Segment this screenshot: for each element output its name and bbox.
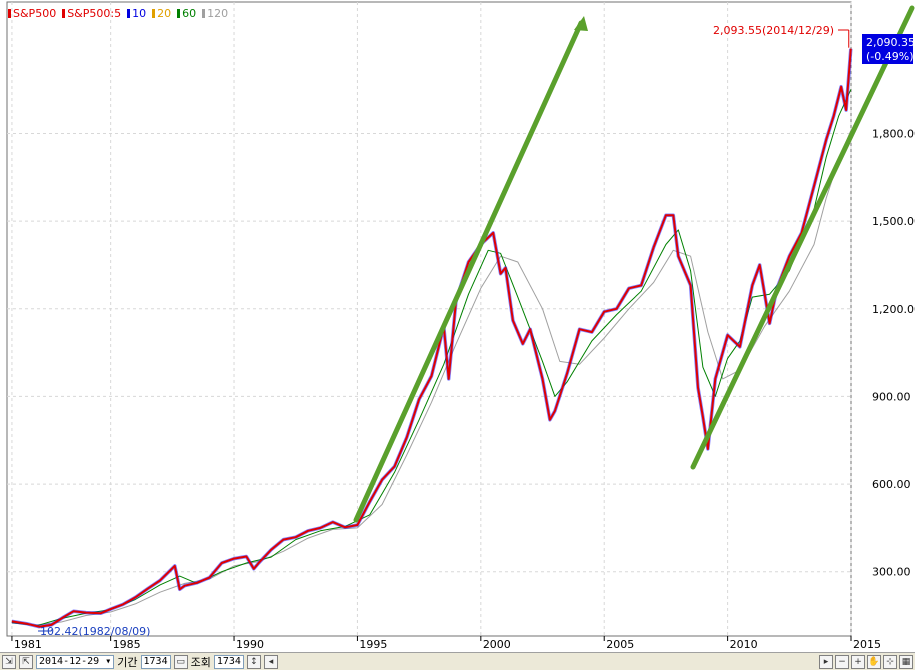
price-chart: 300.00 600.00 900.00 1,200.00 1,500.00 1,800.… (6, 1, 915, 651)
x-tick-label: 2005 (606, 638, 634, 651)
zoom-out-icon[interactable]: − (835, 654, 849, 669)
date-field[interactable]: 2014-12-29 ▾ (36, 654, 115, 669)
y-tick-label: 1,200.00 (872, 303, 915, 316)
legend-swatch (202, 9, 206, 18)
last-price: 2,090.35 (866, 36, 915, 49)
legend-label: 20 (157, 7, 172, 20)
trendline-2009-2014 (690, 5, 915, 470)
x-tick-label: 1981 (14, 638, 42, 651)
legend-swatch (152, 9, 156, 18)
x-tick-label: 1995 (359, 638, 387, 651)
legend-swatch (62, 9, 66, 18)
legend-item: 60 (177, 7, 196, 20)
x-tick-label: 2010 (730, 638, 758, 651)
x-tick-label: 2000 (483, 638, 511, 651)
view-label: 조회 (190, 655, 211, 669)
y-tick-label: 1,500.00 (872, 215, 915, 228)
y-tick-label: 1,800.00 (872, 127, 915, 140)
legend-item: 120 (202, 7, 228, 20)
legend-label: S&P500:5 (67, 7, 122, 20)
hand-tool-icon[interactable]: ✋ (867, 654, 881, 669)
x-tick-label: 1990 (236, 638, 264, 651)
zoom-fit-icon[interactable]: ⇲ (2, 654, 16, 669)
period-apply-icon[interactable]: ▭ (173, 654, 188, 669)
view-input[interactable]: 1734 (213, 654, 244, 669)
legend-item: S&P500:5 (62, 7, 121, 20)
grid-toggle-icon[interactable]: ▦ (899, 654, 913, 669)
legend-label: 10 (132, 7, 147, 20)
stepper-icon[interactable]: ↕ (246, 654, 261, 669)
zoom-in-icon[interactable]: + (851, 654, 865, 669)
pan-left-icon[interactable]: ⇱ (19, 654, 33, 669)
legend-swatch (127, 9, 131, 18)
series-line-sp500 (11, 48, 852, 628)
legend-label: 120 (207, 7, 229, 20)
date-value: 2014-12-29 (39, 655, 100, 667)
legend-item: 20 (152, 7, 171, 20)
scroll-right-icon[interactable]: ▸ (819, 654, 833, 669)
legend-swatch (177, 9, 181, 18)
legend-item: 10 (127, 7, 146, 20)
trendline-arrowhead (574, 16, 588, 31)
x-tick-label: 2015 (853, 638, 881, 651)
chart-legend: S&P500 S&P500:5 10 20 60 120 (8, 7, 228, 20)
legend-label: 60 (182, 7, 197, 20)
legend-item: S&P500 (8, 7, 56, 20)
y-tick-label: 600.00 (872, 478, 911, 491)
x-tick-label: 1985 (113, 638, 141, 651)
legend-swatch (8, 9, 11, 18)
trendline-1995-2000 (353, 20, 584, 523)
high-annotation: 2,093.55(2014/12/29) (713, 24, 834, 37)
y-tick-label: 300.00 (872, 566, 911, 579)
period-input[interactable]: 1734 (140, 654, 171, 669)
crosshair-icon[interactable]: ⊹ (883, 654, 897, 669)
last-price-box (862, 34, 913, 64)
period-label: 기간 (117, 655, 138, 669)
scroll-left-icon[interactable]: ◂ (263, 654, 278, 669)
chart-toolbar: ⇲ ⇱ 2014-12-29 ▾ 기간 1734 ▭ 조회 1734 ↕ ◂ ▸… (0, 652, 915, 670)
chart-area: 300.00 600.00 900.00 1,200.00 1,500.00 1,800.… (6, 1, 915, 651)
low-annotation: 102.42(1982/08/09) (40, 625, 150, 638)
last-change: (-0.49%) (866, 50, 914, 63)
series-line-ma120 (11, 130, 852, 626)
legend-label: S&P500 (13, 7, 57, 20)
y-tick-label: 900.00 (872, 390, 911, 403)
